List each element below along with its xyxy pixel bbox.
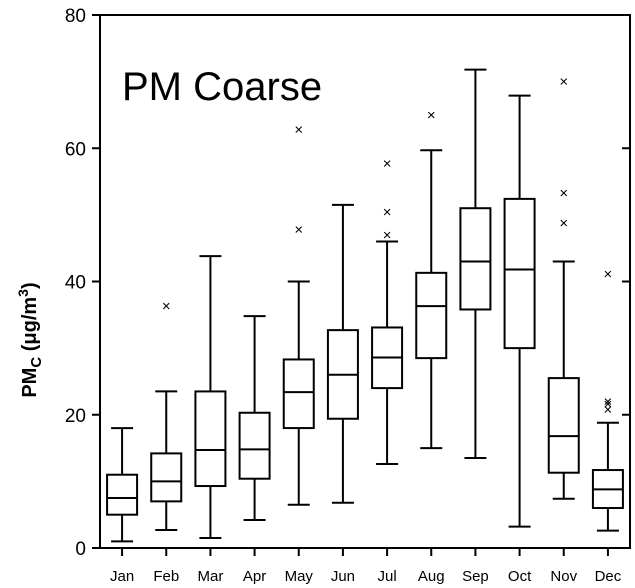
box-apr (238, 411, 271, 480)
x-tick-label: Oct (508, 568, 532, 585)
x-tick-label: Apr (243, 568, 266, 585)
chart-title: PM Coarse (122, 65, 322, 109)
x-tick-label: Sep (462, 568, 489, 585)
x-tick-label: Jan (110, 568, 134, 585)
outlier-marker: × (604, 401, 613, 418)
box-aug (415, 271, 448, 360)
y-axis-label-sup: 3 (15, 289, 31, 297)
outlier-marker: × (427, 107, 436, 124)
y-tick-label: 20 (65, 406, 86, 427)
x-tick-label: Aug (418, 568, 445, 585)
x-tick-label: Jun (331, 568, 355, 585)
outlier-marker: × (604, 396, 613, 413)
y-tick-label: 60 (65, 139, 86, 160)
outlier-marker: × (559, 74, 568, 91)
outlier-marker: × (294, 122, 303, 139)
y-axis-label-main: PM (19, 368, 41, 398)
y-axis-label-close: ) (19, 282, 41, 289)
box-feb (150, 452, 183, 503)
box-may (282, 358, 315, 430)
x-tick-label: May (285, 568, 314, 585)
box-jan (106, 473, 139, 516)
outlier-marker: × (604, 393, 613, 410)
outlier-marker: × (162, 298, 171, 315)
y-tick-label: 0 (75, 539, 86, 560)
outlier-marker: × (294, 222, 303, 239)
y-tick-label: 40 (65, 273, 86, 294)
box-mar (194, 390, 227, 488)
y-axis-label-sub: C (28, 357, 45, 368)
y-tick-label: 80 (65, 6, 86, 27)
x-tick-label: Dec (595, 568, 622, 585)
box-nov (547, 377, 580, 474)
outlier-marker: × (383, 204, 392, 221)
x-tick-label: Nov (550, 568, 577, 585)
x-tick-label: Mar (197, 568, 223, 585)
outlier-marker: × (383, 227, 392, 244)
y-axis-label: PMC (μg/m3) (15, 282, 45, 397)
y-axis-label-unit: (μg/m (19, 297, 41, 357)
outlier-marker: × (559, 215, 568, 232)
x-tick-label: Feb (153, 568, 179, 585)
box-sep (459, 207, 492, 311)
outlier-marker: × (559, 185, 568, 202)
x-tick-label: Jul (377, 568, 396, 585)
outlier-marker: × (383, 156, 392, 173)
box-oct (503, 197, 536, 350)
outlier-marker: × (604, 266, 613, 283)
